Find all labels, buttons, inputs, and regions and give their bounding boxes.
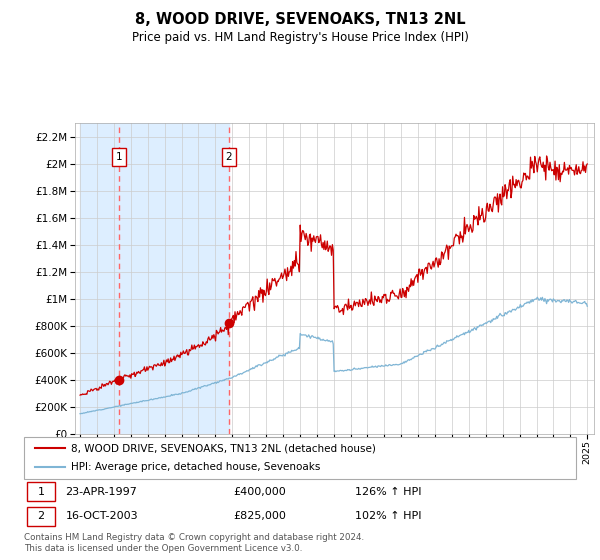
- Text: 1: 1: [116, 152, 122, 162]
- Bar: [27, 482, 55, 501]
- Text: Contains HM Land Registry data © Crown copyright and database right 2024.
This d: Contains HM Land Registry data © Crown c…: [24, 533, 364, 553]
- Text: Price paid vs. HM Land Registry's House Price Index (HPI): Price paid vs. HM Land Registry's House …: [131, 31, 469, 44]
- Text: £825,000: £825,000: [234, 511, 287, 521]
- Bar: [119, 123, 229, 434]
- Text: £400,000: £400,000: [234, 487, 287, 497]
- Text: 8, WOOD DRIVE, SEVENOAKS, TN13 2NL: 8, WOOD DRIVE, SEVENOAKS, TN13 2NL: [134, 12, 466, 27]
- Text: 2: 2: [226, 152, 232, 162]
- Text: 16-OCT-2003: 16-OCT-2003: [65, 511, 138, 521]
- Text: 23-APR-1997: 23-APR-1997: [65, 487, 137, 497]
- Bar: [27, 507, 55, 526]
- Bar: [80, 123, 119, 434]
- Text: 8, WOOD DRIVE, SEVENOAKS, TN13 2NL (detached house): 8, WOOD DRIVE, SEVENOAKS, TN13 2NL (deta…: [71, 443, 376, 453]
- Text: HPI: Average price, detached house, Sevenoaks: HPI: Average price, detached house, Seve…: [71, 463, 320, 473]
- Text: 1: 1: [38, 487, 44, 497]
- Text: 102% ↑ HPI: 102% ↑ HPI: [355, 511, 422, 521]
- Text: 2: 2: [38, 511, 44, 521]
- Text: 126% ↑ HPI: 126% ↑ HPI: [355, 487, 422, 497]
